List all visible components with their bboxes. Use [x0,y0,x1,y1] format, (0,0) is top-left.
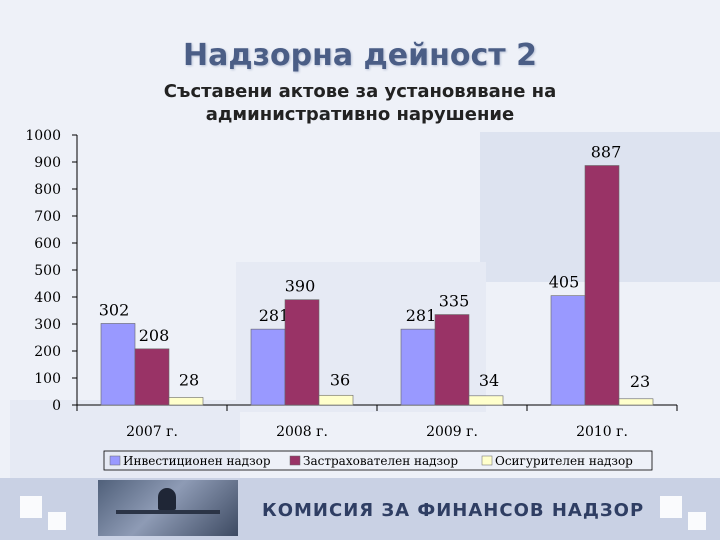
y-tick-label: 200 [34,344,61,360]
data-label: 36 [330,370,350,389]
bar [284,299,320,406]
bar [250,328,286,406]
footer-photo [98,480,238,536]
y-tick-label: 600 [34,236,61,252]
y-tick-label: 500 [34,263,61,279]
y-tick-label: 0 [52,398,61,414]
data-label: 390 [285,277,316,296]
data-label: 335 [439,292,470,311]
bar [100,323,136,406]
bar [618,398,654,406]
category-label: 2009 г. [426,424,478,440]
bar-chart: 0 100 200 300 400 500 600 700 800 900 1000 302 208 28… [25,128,678,471]
legend-swatch [289,455,301,466]
y-tick-label: 800 [34,182,61,198]
legend-swatch [481,455,493,466]
data-label: 281 [259,306,290,325]
slide-title: Надзорна дейност 2 [183,38,537,73]
subtitle-line-1: Съставени актове за установяване на [163,81,557,102]
y-tick-label: 900 [34,155,61,171]
data-label: 302 [99,300,130,319]
decorative-square [660,496,682,518]
legend-box [103,450,653,471]
bar [134,348,170,406]
bar [168,397,204,406]
y-tick-label: 300 [34,317,61,333]
y-tick-label: 700 [34,209,61,225]
bar [434,314,470,406]
legend-swatch [109,455,121,466]
data-label: 23 [630,372,650,391]
decorative-square [688,512,706,530]
decorative-square [20,496,42,518]
category-label: 2007 г. [126,424,178,440]
data-label: 405 [549,273,580,292]
data-label: 28 [179,370,199,389]
background-block [10,400,240,480]
category-label: 2008 г. [276,424,328,440]
y-tick-label: 400 [34,290,61,306]
photo-person [158,488,176,510]
y-tick-label: 100 [34,371,61,387]
bar [468,395,504,406]
bar [400,328,436,406]
category-label: 2010 г. [576,424,628,440]
data-label: 208 [139,326,170,345]
data-label: 281 [406,306,437,325]
bar [550,295,586,406]
y-tick-label: 1000 [25,128,61,144]
subtitle-line-2: административно нарушение [205,104,515,125]
photo-desk [116,510,220,514]
organization-name: КОМИСИЯ ЗА ФИНАНСОВ НАДЗОР [262,500,645,521]
slide-subtitle: Съставени актове за установяване на адми… [90,80,630,126]
data-label: 34 [479,371,499,390]
legend-label: Застрахователен надзор [303,454,458,468]
decorative-square [48,512,66,530]
legend-label: Инвестиционен надзор [123,454,271,468]
bar [584,165,620,406]
legend-label: Осигурителен надзор [495,454,633,468]
bar [318,394,354,406]
data-label: 887 [591,143,622,162]
